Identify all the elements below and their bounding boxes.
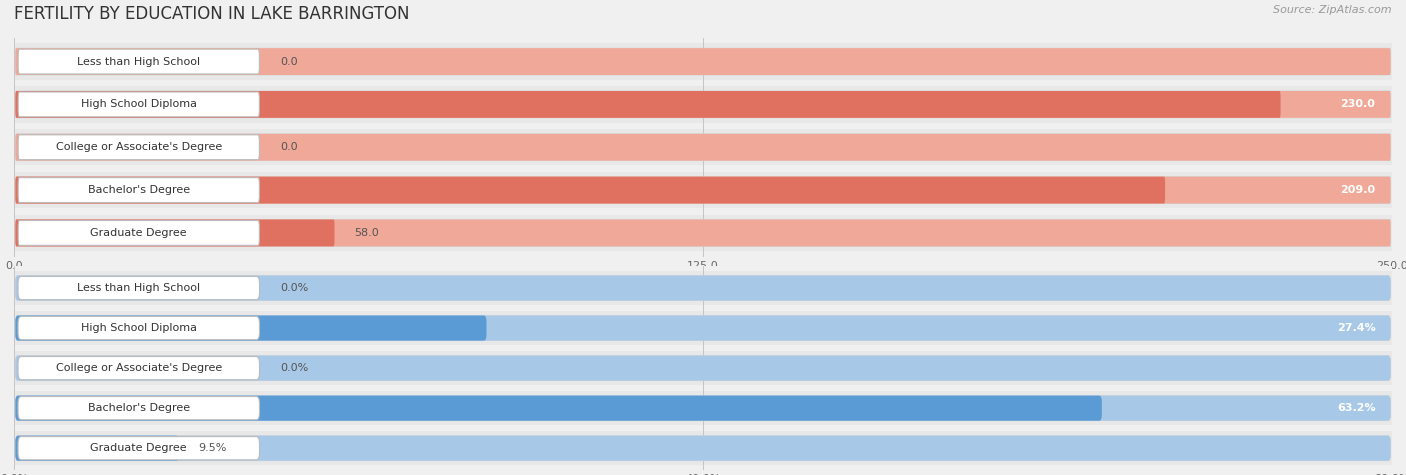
- Text: 58.0: 58.0: [354, 228, 378, 238]
- Text: Less than High School: Less than High School: [77, 57, 200, 66]
- FancyBboxPatch shape: [15, 436, 1391, 461]
- Text: Graduate Degree: Graduate Degree: [90, 443, 187, 453]
- FancyBboxPatch shape: [18, 220, 259, 246]
- FancyBboxPatch shape: [18, 397, 260, 420]
- Text: College or Associate's Degree: College or Associate's Degree: [56, 363, 222, 373]
- FancyBboxPatch shape: [15, 177, 1391, 203]
- FancyBboxPatch shape: [15, 48, 1391, 75]
- Text: 230.0: 230.0: [1340, 99, 1375, 109]
- Text: 9.5%: 9.5%: [198, 443, 226, 453]
- FancyBboxPatch shape: [15, 219, 1391, 247]
- FancyBboxPatch shape: [15, 48, 1391, 75]
- FancyBboxPatch shape: [15, 134, 1391, 161]
- FancyBboxPatch shape: [15, 91, 1391, 118]
- Bar: [14, 311, 1392, 345]
- FancyBboxPatch shape: [15, 219, 335, 247]
- FancyBboxPatch shape: [15, 276, 1391, 301]
- Bar: [14, 351, 1392, 385]
- FancyBboxPatch shape: [15, 91, 1391, 118]
- FancyBboxPatch shape: [18, 49, 259, 74]
- FancyBboxPatch shape: [15, 436, 1391, 461]
- Text: Graduate Degree: Graduate Degree: [90, 228, 187, 238]
- Text: Bachelor's Degree: Bachelor's Degree: [87, 403, 190, 413]
- FancyBboxPatch shape: [18, 135, 259, 160]
- FancyBboxPatch shape: [15, 276, 1391, 301]
- FancyBboxPatch shape: [15, 219, 1391, 247]
- FancyBboxPatch shape: [18, 92, 259, 117]
- FancyBboxPatch shape: [15, 396, 1102, 421]
- FancyBboxPatch shape: [18, 357, 260, 380]
- FancyBboxPatch shape: [15, 396, 1391, 421]
- Bar: [14, 172, 1392, 209]
- FancyBboxPatch shape: [15, 436, 179, 461]
- FancyBboxPatch shape: [15, 315, 1391, 341]
- FancyBboxPatch shape: [18, 316, 260, 340]
- Bar: [14, 43, 1392, 80]
- Text: Less than High School: Less than High School: [77, 283, 200, 293]
- Text: FERTILITY BY EDUCATION IN LAKE BARRINGTON: FERTILITY BY EDUCATION IN LAKE BARRINGTO…: [14, 5, 409, 23]
- Bar: [14, 271, 1392, 305]
- Text: High School Diploma: High School Diploma: [80, 323, 197, 333]
- Text: 0.0%: 0.0%: [280, 283, 308, 293]
- FancyBboxPatch shape: [18, 276, 260, 300]
- FancyBboxPatch shape: [15, 315, 1391, 341]
- Text: 0.0: 0.0: [280, 142, 298, 152]
- Text: College or Associate's Degree: College or Associate's Degree: [56, 142, 222, 152]
- Bar: [14, 215, 1392, 251]
- Text: 209.0: 209.0: [1340, 185, 1375, 195]
- FancyBboxPatch shape: [15, 91, 1281, 118]
- FancyBboxPatch shape: [15, 177, 1391, 203]
- Text: Bachelor's Degree: Bachelor's Degree: [87, 185, 190, 195]
- FancyBboxPatch shape: [15, 177, 1166, 203]
- Bar: [14, 129, 1392, 165]
- Bar: [14, 86, 1392, 123]
- Text: 27.4%: 27.4%: [1337, 323, 1375, 333]
- Text: 63.2%: 63.2%: [1337, 403, 1375, 413]
- FancyBboxPatch shape: [18, 178, 259, 202]
- FancyBboxPatch shape: [15, 356, 1391, 380]
- Text: High School Diploma: High School Diploma: [80, 99, 197, 109]
- FancyBboxPatch shape: [15, 356, 1391, 380]
- FancyBboxPatch shape: [18, 437, 260, 460]
- Bar: [14, 431, 1392, 465]
- FancyBboxPatch shape: [15, 134, 1391, 161]
- FancyBboxPatch shape: [15, 315, 486, 341]
- Text: 0.0: 0.0: [280, 57, 298, 66]
- FancyBboxPatch shape: [15, 396, 1391, 421]
- Text: 0.0%: 0.0%: [280, 363, 308, 373]
- Bar: [14, 391, 1392, 425]
- Text: Source: ZipAtlas.com: Source: ZipAtlas.com: [1274, 5, 1392, 15]
